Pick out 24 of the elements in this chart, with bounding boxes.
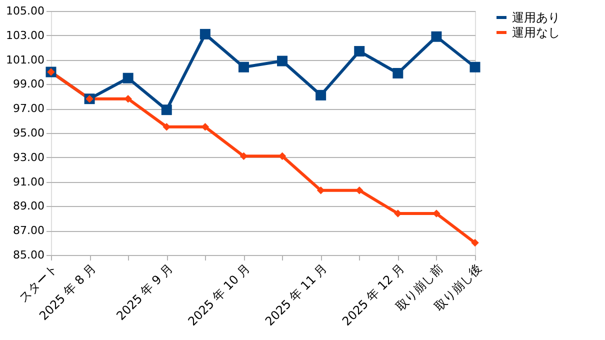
point	[122, 72, 134, 84]
point	[316, 90, 326, 100]
y-tick-label: 105.00	[6, 4, 44, 18]
point	[392, 68, 404, 78]
y-tick-label: 99.00	[13, 78, 44, 91]
y-tick-label: 87.00	[13, 224, 44, 238]
point	[200, 28, 210, 40]
point	[277, 56, 288, 66]
point	[470, 62, 480, 72]
point	[431, 31, 442, 42]
point	[354, 46, 365, 57]
point	[238, 62, 249, 72]
y-tick-label: 89.00	[13, 200, 44, 213]
legend-label: 運用なし	[512, 26, 560, 40]
y-tick-label: 91.00	[13, 175, 44, 188]
y-tick-label: 103.00	[6, 28, 44, 42]
y-tick-label: 97.00	[13, 102, 44, 116]
point	[471, 238, 479, 247]
y-tick-label: 85.00	[13, 248, 44, 262]
y-tick-label: 95.00	[13, 126, 44, 140]
y-tick-label: 101.00	[6, 53, 44, 66]
y-tick-label: 93.00	[13, 150, 44, 164]
point	[161, 104, 172, 116]
legend-label: 運用あり	[512, 10, 560, 24]
